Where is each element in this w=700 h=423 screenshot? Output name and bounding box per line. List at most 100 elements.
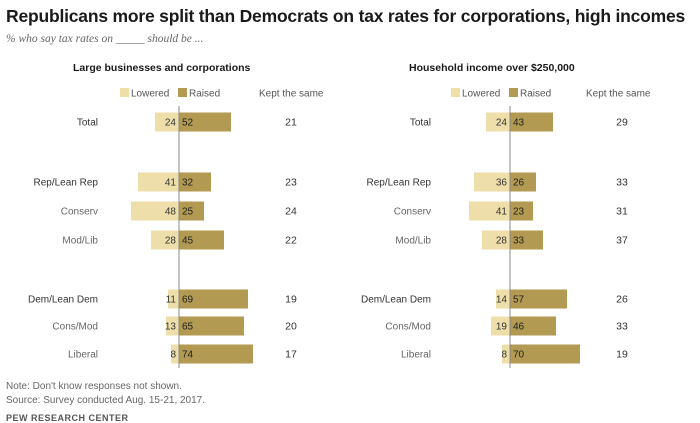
category-label: Liberal bbox=[68, 350, 98, 361]
category-label: Cons/Mod bbox=[52, 322, 98, 333]
panel-title: Large businesses and corporations bbox=[73, 62, 251, 74]
bar-lowered bbox=[138, 172, 179, 192]
value-label-lowered: 41 bbox=[165, 178, 177, 189]
value-label-raised: 70 bbox=[513, 350, 525, 361]
legend-swatch-raised bbox=[509, 88, 518, 97]
legend-label-kept: Kept the same bbox=[259, 89, 324, 100]
legend-swatch-raised bbox=[178, 88, 187, 97]
note-text: Note: Don't know responses not shown. bbox=[6, 381, 182, 392]
value-label-lowered: 41 bbox=[496, 207, 508, 218]
legend-label-raised: Raised bbox=[189, 89, 220, 100]
bar-raised bbox=[510, 112, 553, 132]
category-label: Liberal bbox=[401, 350, 431, 361]
value-label-lowered: 48 bbox=[165, 207, 177, 218]
value-label-kept: 20 bbox=[285, 321, 297, 333]
bar-lowered bbox=[491, 316, 510, 336]
value-label-lowered: 28 bbox=[165, 236, 177, 247]
legend-label-lowered: Lowered bbox=[462, 89, 500, 100]
bar-raised bbox=[179, 172, 211, 192]
value-label-raised: 26 bbox=[513, 178, 525, 189]
value-label-kept: 33 bbox=[616, 177, 628, 189]
value-label-raised: 46 bbox=[513, 322, 525, 333]
value-label-raised: 65 bbox=[182, 322, 194, 333]
value-label-kept: 24 bbox=[285, 206, 297, 218]
category-label: Dem/Lean Dem bbox=[361, 295, 431, 306]
value-label-kept: 19 bbox=[285, 294, 297, 306]
value-label-kept: 23 bbox=[285, 177, 297, 189]
value-label-lowered: 19 bbox=[496, 322, 508, 333]
value-label-raised: 25 bbox=[182, 207, 194, 218]
legend-label-kept: Kept the same bbox=[586, 89, 651, 100]
bar-raised bbox=[510, 344, 580, 364]
bar-lowered bbox=[469, 201, 510, 221]
value-label-kept: 33 bbox=[616, 321, 628, 333]
value-label-lowered: 11 bbox=[166, 295, 177, 306]
bar-raised bbox=[510, 201, 533, 221]
bar-raised bbox=[510, 289, 567, 309]
value-label-lowered: 36 bbox=[496, 178, 508, 189]
value-label-lowered: 8 bbox=[170, 350, 176, 361]
chart-subtitle: % who say tax rates on _____ should be .… bbox=[6, 33, 204, 45]
legend-label-raised: Raised bbox=[520, 89, 551, 100]
value-label-raised: 33 bbox=[513, 236, 525, 247]
chart-title: Republicans more split than Democrats on… bbox=[6, 6, 686, 26]
bar-lowered bbox=[486, 112, 510, 132]
value-label-lowered: 24 bbox=[496, 118, 508, 129]
value-label-kept: 17 bbox=[285, 349, 297, 361]
bar-raised bbox=[510, 230, 543, 250]
category-label: Total bbox=[410, 118, 431, 129]
value-label-raised: 52 bbox=[182, 118, 194, 129]
survey-text: Source: Survey conducted Aug. 15-21, 201… bbox=[6, 395, 206, 406]
value-label-kept: 21 bbox=[285, 117, 297, 129]
category-label: Rep/Lean Rep bbox=[34, 178, 99, 189]
value-label-kept: 19 bbox=[616, 349, 628, 361]
legend-label-lowered: Lowered bbox=[131, 89, 169, 100]
bar-lowered bbox=[482, 230, 510, 250]
bar-raised bbox=[179, 316, 244, 336]
bar-raised bbox=[179, 230, 224, 250]
bar-lowered bbox=[131, 201, 179, 221]
source-text: PEW RESEARCH CENTER bbox=[6, 413, 129, 423]
category-label: Cons/Mod bbox=[385, 322, 431, 333]
value-label-kept: 26 bbox=[616, 294, 628, 306]
value-label-raised: 23 bbox=[513, 207, 525, 218]
bar-lowered bbox=[151, 230, 179, 250]
category-label: Conserv bbox=[394, 207, 431, 218]
legend-swatch-lowered bbox=[451, 88, 460, 97]
value-label-raised: 43 bbox=[513, 118, 525, 129]
bar-lowered bbox=[155, 112, 179, 132]
category-label: Dem/Lean Dem bbox=[28, 295, 98, 306]
value-label-kept: 31 bbox=[616, 206, 628, 218]
category-label: Total bbox=[77, 118, 98, 129]
category-label: Mod/Lib bbox=[62, 236, 98, 247]
bar-lowered bbox=[496, 289, 510, 309]
bar-lowered bbox=[171, 344, 179, 364]
value-label-kept: 37 bbox=[616, 235, 628, 247]
panel-title: Household income over $250,000 bbox=[409, 62, 575, 74]
bar-lowered bbox=[168, 289, 179, 309]
value-label-lowered: 13 bbox=[165, 322, 177, 333]
value-label-raised: 32 bbox=[182, 178, 194, 189]
bar-raised bbox=[179, 201, 204, 221]
bar-raised bbox=[510, 316, 556, 336]
bar-raised bbox=[179, 289, 248, 309]
value-label-lowered: 28 bbox=[496, 236, 508, 247]
value-label-raised: 69 bbox=[182, 295, 194, 306]
value-label-kept: 29 bbox=[616, 117, 628, 129]
category-label: Rep/Lean Rep bbox=[367, 178, 432, 189]
bar-raised bbox=[179, 112, 231, 132]
category-label: Mod/Lib bbox=[395, 236, 431, 247]
value-label-lowered: 24 bbox=[165, 118, 177, 129]
value-label-raised: 57 bbox=[513, 295, 525, 306]
bar-raised bbox=[179, 344, 253, 364]
bar-lowered bbox=[166, 316, 179, 336]
value-label-raised: 45 bbox=[182, 236, 194, 247]
bar-lowered bbox=[502, 344, 510, 364]
value-label-kept: 22 bbox=[285, 235, 297, 247]
legend-swatch-lowered bbox=[120, 88, 129, 97]
value-label-raised: 74 bbox=[182, 350, 194, 361]
value-label-lowered: 14 bbox=[496, 295, 508, 306]
bar-raised bbox=[510, 172, 536, 192]
bar-lowered bbox=[474, 172, 510, 192]
